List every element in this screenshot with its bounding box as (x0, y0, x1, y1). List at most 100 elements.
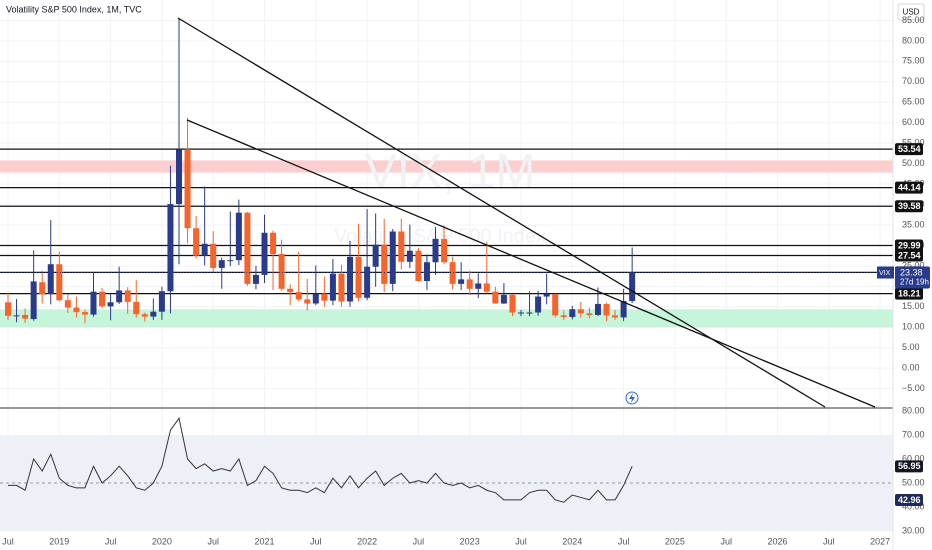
candle-body (518, 312, 524, 314)
underlay (0, 0, 893, 533)
level-label: 18.21 (898, 289, 921, 299)
candle-body (295, 292, 302, 300)
candle-body (30, 281, 37, 320)
currency-label: USD (903, 8, 920, 17)
candle-body (406, 250, 413, 262)
y-tick-label: 50.00 (902, 158, 925, 168)
y-tick-label: 85.00 (902, 15, 925, 25)
y-tick-label: 0.00 (902, 363, 920, 373)
trend-line (186, 119, 876, 408)
plot (0, 18, 893, 503)
x-tick-label: Jul (515, 536, 527, 546)
x-tick-label: Jul (2, 536, 14, 546)
rsi-current-label: 56.95 (898, 461, 921, 471)
candle-body (141, 314, 148, 317)
candle-body (39, 282, 46, 295)
candle-body (210, 243, 217, 268)
candle-body (423, 262, 430, 282)
level-label-box (895, 249, 923, 262)
candle-body (577, 309, 584, 314)
x-tick-label: 2019 (49, 536, 69, 546)
chart-title: Volatility S&P 500 Index, 1M, TVC (6, 4, 142, 14)
level-label: 53.54 (898, 144, 921, 154)
candle-body (586, 313, 593, 315)
trend-line (177, 17, 826, 408)
x-tick-label: Jul (618, 536, 630, 546)
candle-body (184, 149, 191, 229)
candle-body (466, 279, 473, 289)
y-tick-label: −5.00 (902, 383, 925, 393)
candle-body (176, 149, 182, 205)
candle-body (124, 290, 131, 302)
rsi-tick-label: 80.00 (902, 405, 925, 415)
candle-body (244, 212, 251, 284)
y-tick-label: 5.00 (902, 342, 920, 352)
candle-body (5, 302, 11, 316)
candle-body (167, 204, 174, 292)
symbol-box (877, 266, 894, 279)
candle-body (287, 288, 294, 293)
x-tick-label: 2020 (152, 536, 172, 546)
last-price-box (895, 266, 930, 289)
candle-body (90, 291, 97, 315)
level-label: 27.54 (898, 250, 921, 260)
candle-body (449, 262, 456, 284)
rsi-tick-label: 40.00 (902, 501, 925, 511)
level-label-box (895, 200, 923, 213)
candle-body (560, 315, 567, 318)
candle-body (158, 291, 165, 312)
rsi-tick-label: 60.00 (902, 453, 925, 463)
zone (0, 160, 893, 173)
candle-body (227, 260, 234, 262)
x-tick-label: 2026 (767, 536, 787, 546)
y-tick-label: 70.00 (902, 76, 925, 86)
candle-body (278, 254, 285, 289)
candle-body (116, 290, 123, 303)
candle-body (483, 283, 490, 292)
rsi-tick-label: 50.00 (902, 477, 925, 487)
watermark: VIX, 1M (365, 146, 536, 199)
candle-body (355, 256, 362, 298)
candle-body (193, 228, 200, 256)
level-label-box (895, 181, 923, 194)
candle-body (347, 256, 353, 302)
candle-body (252, 274, 259, 284)
level-label: 44.14 (898, 182, 921, 192)
y-tick-label: 15.00 (902, 301, 925, 311)
replay-icon[interactable] (625, 391, 639, 405)
rsi-ma-label-box (895, 493, 923, 506)
x-tick-label: 2022 (357, 536, 377, 546)
last-price-label: 23.38 (900, 267, 923, 277)
candle-body (270, 232, 277, 255)
candle-body (81, 312, 88, 315)
candle-body (364, 266, 371, 298)
candle-body (492, 291, 499, 304)
y-tick-label: 75.00 (902, 56, 925, 66)
symbol-label: VIX (879, 270, 891, 277)
x-tick-label: Jul (413, 536, 425, 546)
candle-body (552, 294, 559, 316)
currency-button[interactable] (897, 3, 925, 21)
candle-body (218, 260, 225, 268)
x-tick-label: Jul (207, 536, 219, 546)
level-label: 29.99 (898, 240, 921, 250)
watermark-subtitle: Volatility S&P 500 Index (334, 225, 546, 247)
candle-body (13, 315, 20, 317)
candle-body (312, 293, 319, 304)
candle-body (201, 243, 208, 256)
candle-body (261, 232, 268, 275)
y-tick-label: 35.00 (902, 219, 925, 229)
candle-body (432, 238, 439, 263)
candle-body (107, 302, 114, 307)
rsi-tick-label: 30.00 (902, 525, 925, 535)
x-tick-label: 2021 (254, 536, 274, 546)
x-tick-label: Jul (720, 536, 732, 546)
y-tick-label: 55.00 (902, 138, 925, 148)
level-label: 39.58 (898, 201, 921, 211)
level-label-box (895, 239, 923, 252)
x-tick-label: Jul (105, 536, 117, 546)
candle-body (22, 314, 29, 319)
x-tick-label: 2023 (460, 536, 480, 546)
candle-body (509, 294, 516, 313)
x-tick-label: 2027 (870, 536, 890, 546)
